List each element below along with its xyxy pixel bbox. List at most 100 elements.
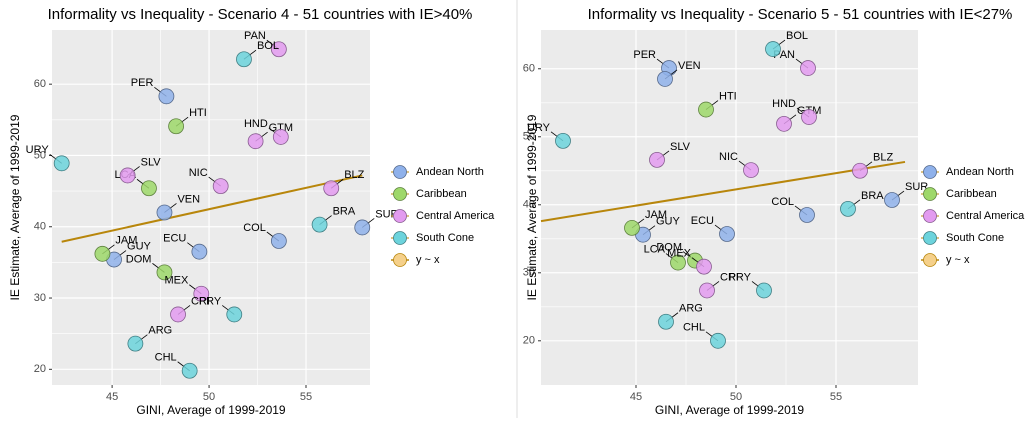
point-label: SUR	[375, 208, 398, 220]
point	[270, 41, 287, 58]
legend-label: y ~ x	[416, 254, 440, 266]
point	[624, 220, 640, 236]
point-label: DOM	[656, 241, 682, 253]
point	[698, 101, 714, 118]
point	[119, 167, 136, 184]
point-label: BOL	[786, 30, 808, 42]
point-label: COL	[243, 222, 266, 234]
legend-key	[393, 209, 407, 223]
legend-label: Andean North	[946, 166, 1014, 178]
y-tick-label: 30	[523, 267, 535, 279]
point-label: BLZ	[344, 169, 364, 181]
point	[226, 306, 243, 323]
point-label: ECU	[691, 215, 714, 227]
point-label: VEN	[177, 193, 200, 205]
point	[799, 207, 815, 223]
legend-key	[393, 253, 407, 267]
point-label: HTI	[189, 107, 207, 119]
point	[193, 285, 210, 302]
legend-label: Andean North	[416, 166, 484, 178]
point	[852, 162, 868, 179]
point-label: ECU	[163, 233, 186, 245]
legend-label: Central America	[946, 210, 1025, 222]
point-label: BRA	[333, 206, 356, 218]
y-axis-title: IE Estimate, Average of 1999-2019	[8, 114, 22, 300]
point-label: CHL	[683, 322, 705, 334]
legend-label: Central America	[416, 210, 495, 222]
legend-key	[393, 231, 407, 245]
point-label: URY	[527, 122, 551, 134]
y-tick-label: 60	[523, 63, 535, 75]
point-label: CHL	[155, 352, 177, 364]
legend-key	[923, 231, 937, 245]
x-axis-title: GINI, Average of 1999-2019	[655, 403, 805, 417]
legend-key	[923, 187, 937, 201]
legend-key	[923, 165, 937, 179]
point	[354, 219, 371, 236]
point-label: LCA	[644, 243, 666, 255]
point-label: SLV	[141, 156, 162, 168]
y-tick-label: 50	[34, 149, 46, 161]
legend-label: Caribbean	[416, 188, 467, 200]
point-label: NIC	[719, 151, 738, 163]
point	[800, 60, 816, 76]
x-tick-label: 45	[630, 391, 642, 403]
point-label: HND	[772, 98, 796, 110]
point	[181, 362, 198, 379]
point-label: CRI	[720, 271, 739, 283]
point	[270, 233, 287, 249]
y-tick-label: 30	[34, 292, 46, 304]
point	[94, 245, 111, 262]
y-axis-title: IE Estimate, Average of 1999-2019	[525, 114, 539, 300]
point-label: ARG	[148, 325, 172, 337]
point-label: PRY	[199, 295, 222, 307]
point-label: URY	[26, 144, 50, 156]
legend-label: Caribbean	[946, 188, 997, 200]
legend-label: South Cone	[416, 232, 474, 244]
point	[555, 132, 571, 149]
point	[168, 118, 184, 135]
point-label: ARG	[679, 303, 703, 315]
trend-line	[61, 174, 363, 243]
point-label: SLV	[670, 141, 691, 153]
point-label: JAM	[115, 235, 137, 247]
trend-line	[540, 160, 906, 223]
point	[323, 180, 340, 197]
point-label: SUR	[905, 181, 928, 193]
y-tick-label: 20	[34, 363, 46, 375]
point-label: BLZ	[873, 152, 893, 164]
point	[141, 180, 157, 197]
point-label: CRI	[191, 295, 210, 307]
point	[170, 306, 186, 323]
point-label: PAN	[244, 30, 266, 42]
point	[657, 71, 673, 87]
y-tick-label: 40	[34, 221, 46, 233]
point	[658, 313, 674, 330]
point	[212, 178, 229, 195]
point-label: COL	[771, 196, 794, 208]
point-label: DOM	[126, 253, 152, 265]
point	[311, 216, 328, 233]
point	[156, 204, 173, 221]
point	[158, 88, 175, 105]
legend-label: South Cone	[946, 232, 1004, 244]
point	[127, 335, 144, 352]
point-label: MEX	[164, 275, 189, 287]
point	[53, 155, 70, 172]
point	[719, 226, 735, 242]
point-label: NIC	[189, 167, 208, 179]
point-label: VEN	[678, 60, 701, 72]
point-label: GTM	[269, 122, 293, 134]
point-label: BRA	[861, 190, 884, 202]
point	[756, 282, 772, 299]
plot-background	[52, 30, 370, 385]
point	[236, 51, 252, 68]
point-label: BOL	[257, 40, 279, 52]
point	[247, 133, 264, 150]
point	[670, 254, 686, 271]
point	[743, 162, 759, 178]
y-tick-label: 20	[523, 335, 535, 347]
point-label: HND	[244, 118, 268, 130]
